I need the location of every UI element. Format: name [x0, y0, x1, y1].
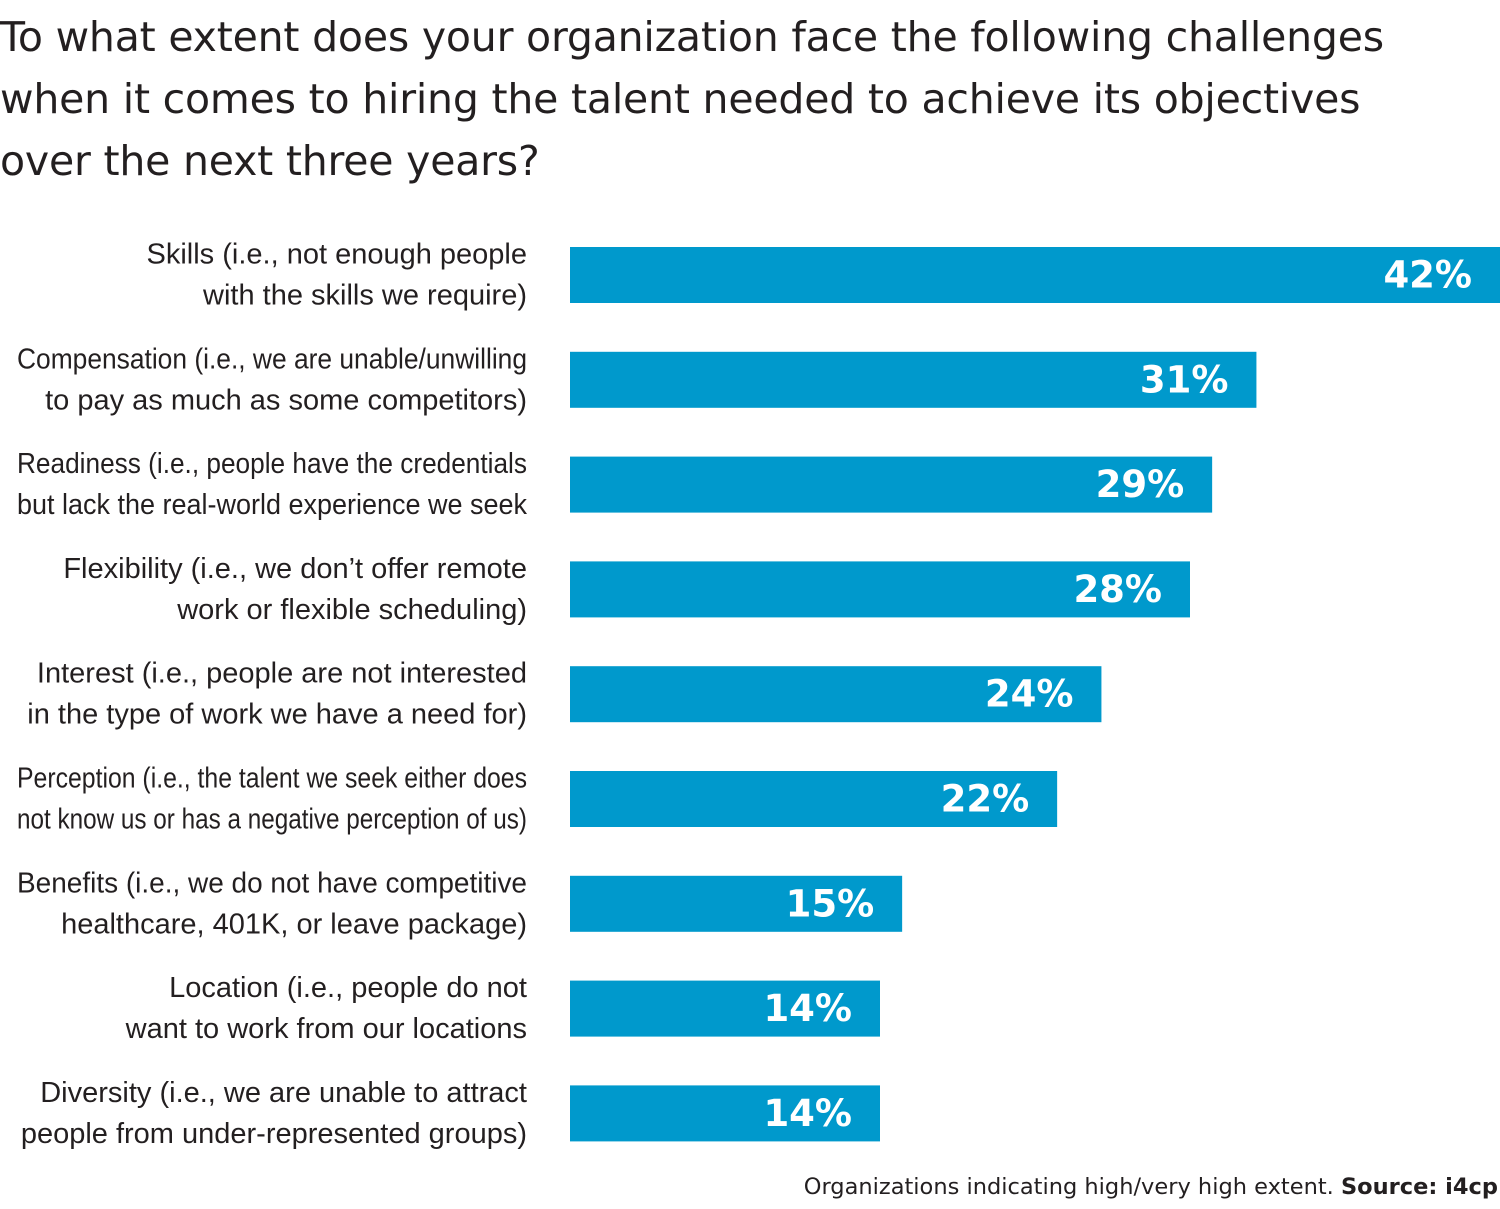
category-label-1-line-1: Skills (i.e., not enough people [147, 239, 527, 271]
category-label-8-line-2: want to work from our locations [125, 1013, 527, 1045]
bars-layer [570, 247, 1500, 1142]
category-label-8-line-1: Location (i.e., people do not [169, 972, 527, 1004]
value-label-1: 42% [1383, 254, 1472, 297]
category-label-9-line-2: people from under-represented groups) [21, 1118, 527, 1150]
footnote-source: Source: i4cp [1340, 1174, 1498, 1200]
bar-2 [570, 351, 1257, 408]
category-labels-layer: Skills (i.e., not enough people with the … [17, 239, 527, 1150]
bar-1 [570, 247, 1500, 303]
category-label-3-line-1: Readiness (i.e., people have the credent… [17, 448, 527, 480]
category-label-4-line-1: Flexibility (i.e., we don’t offer remote [63, 553, 527, 585]
chart-title-line-1: To what extent does your organization fa… [0, 13, 1384, 61]
bar-4 [570, 561, 1190, 618]
chart-title-line-3: over the next three years? [0, 137, 540, 185]
category-label-9-line-1: Diversity (i.e., we are unable to attrac… [40, 1077, 527, 1109]
bar-6 [570, 771, 1058, 827]
bar-8 [570, 980, 880, 1037]
value-label-8: 14% [763, 987, 852, 1030]
value-label-2: 31% [1140, 358, 1229, 401]
bar-7 [570, 875, 903, 932]
category-label-7-line-2: healthcare, 401K, or leave package) [61, 908, 527, 940]
bar-5 [570, 666, 1102, 723]
category-label-3-line-2: but lack the real-world experience we se… [17, 489, 527, 521]
category-label-5-line-2: in the type of work we have a need for) [27, 699, 527, 731]
value-labels-layer: 42% 31% 29% 28% 24% 22% 15% 14% 14% [763, 254, 1472, 1135]
category-label-1-line-2: with the skills we require) [202, 280, 527, 312]
chart-title: To what extent does your organization fa… [0, 6, 1420, 192]
bar-9 [570, 1085, 880, 1142]
value-label-4: 28% [1073, 568, 1162, 611]
value-label-5: 24% [985, 673, 1074, 716]
category-label-6-line-2: not know us or has a negative perception… [17, 804, 527, 836]
chart-footnote: Organizations indicating high/very high … [804, 1174, 1498, 1200]
value-label-7: 15% [786, 882, 875, 925]
chart-title-line-2: when it comes to hiring the talent neede… [0, 75, 1361, 123]
value-label-6: 22% [941, 778, 1030, 821]
category-label-7-line-1: Benefits (i.e., we do not have competiti… [17, 867, 527, 899]
value-label-3: 29% [1096, 463, 1185, 506]
category-label-5-line-1: Interest (i.e., people are not intereste… [37, 658, 527, 690]
value-label-9: 14% [763, 1092, 852, 1135]
footnote-text: Organizations indicating high/very high … [803, 1174, 1334, 1200]
bar-3 [570, 456, 1213, 513]
category-label-2-line-2: to pay as much as some competitors) [45, 384, 527, 416]
category-label-6-line-1: Perception (i.e., the talent we seek eit… [17, 763, 527, 795]
category-label-4-line-2: work or flexible scheduling) [176, 594, 527, 626]
category-label-2-line-1: Compensation (i.e., we are unable/unwill… [17, 343, 527, 375]
